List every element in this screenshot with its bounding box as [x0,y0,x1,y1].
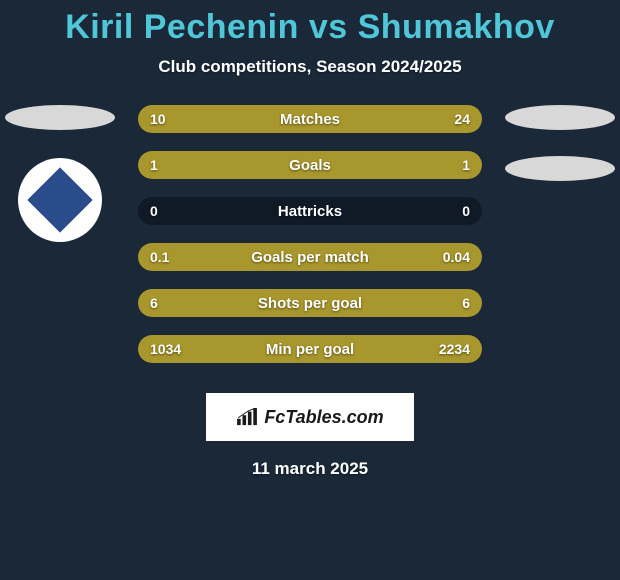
comparison-panel: Matches10 24 Goals1 1 Hattricks0 0 Goals per m… [0,105,620,375]
stat-label: Hattricks [138,203,482,220]
stat-value-right: 0 [462,203,470,219]
stat-row: Goals per match0.1 0.04 [138,243,482,271]
stat-row: Goals1 1 [138,151,482,179]
stat-row: Matches10 24 [138,105,482,133]
stat-row: Min per goal1034 2234 [138,335,482,363]
page-subtitle: Club competitions, Season 2024/2025 [0,57,620,77]
stat-value-left: 10 [150,111,166,127]
stat-value-left: 6 [150,295,158,311]
stat-value-left: 1 [150,157,158,173]
player-left-club-logo [18,158,102,242]
bar-chart-icon [236,408,258,426]
stat-label: Goals [138,157,482,174]
page-title: Kiril Pechenin vs Shumakhov [0,0,620,47]
stat-label: Matches [138,111,482,128]
player-left-column [0,105,120,242]
watermark: FcTables.com [206,393,414,441]
stat-label: Min per goal [138,341,482,358]
stat-label: Goals per match [138,249,482,266]
player-right-name-placeholder [505,105,615,130]
player-right-club-placeholder [505,156,615,181]
stat-value-left: 0.1 [150,249,169,265]
club-crest-icon [27,167,92,232]
stat-value-right: 1 [462,157,470,173]
stat-value-left: 1034 [150,341,181,357]
player-left-name-placeholder [5,105,115,130]
footer-date: 11 march 2025 [0,459,620,479]
stat-bars: Matches10 24 Goals1 1 Hattricks0 0 Goals per m… [138,105,482,381]
player-right-column [500,105,620,181]
stat-row: Shots per goal6 6 [138,289,482,317]
stat-value-right: 0.04 [443,249,470,265]
stat-row: Hattricks0 0 [138,197,482,225]
watermark-text: FcTables.com [264,407,383,428]
stat-value-right: 6 [462,295,470,311]
stat-value-right: 2234 [439,341,470,357]
stat-value-left: 0 [150,203,158,219]
stat-label: Shots per goal [138,295,482,312]
stat-value-right: 24 [454,111,470,127]
